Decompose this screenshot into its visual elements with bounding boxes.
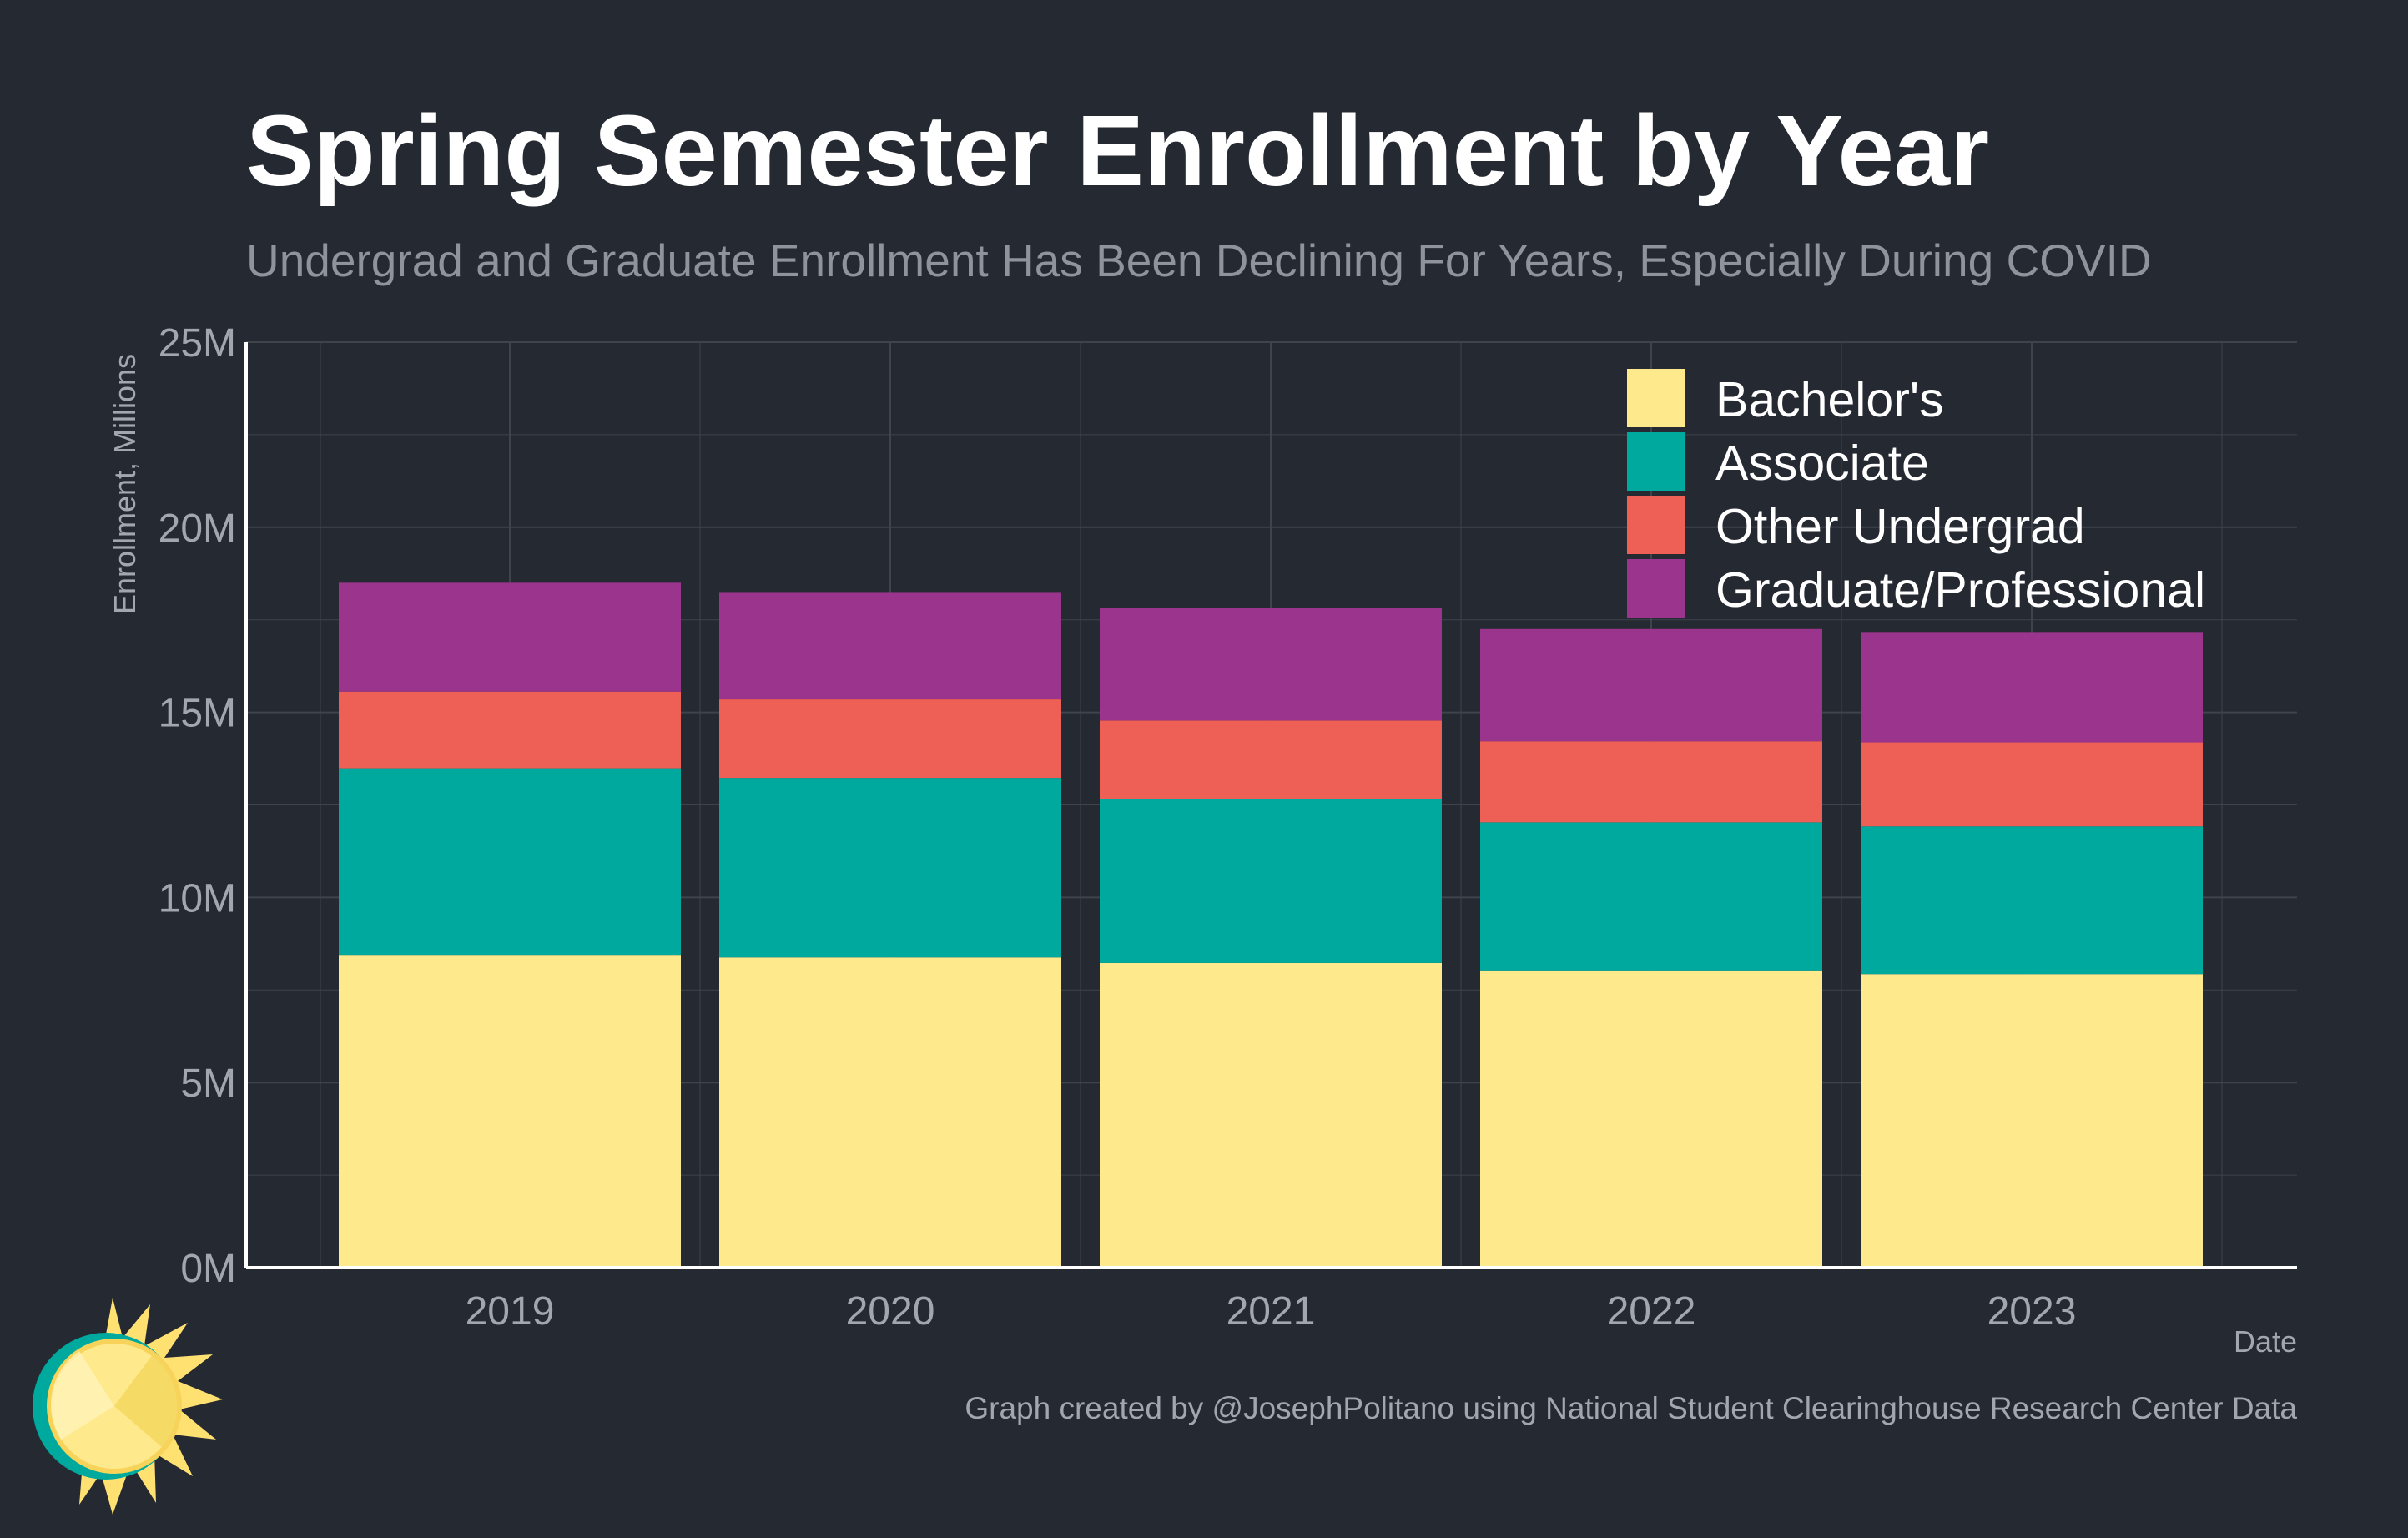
sun-logo-icon xyxy=(33,1298,223,1515)
bar-segment-graduate-professional-2019 xyxy=(339,582,681,692)
source-caption: Graph created by @JosephPolitano using N… xyxy=(965,1391,2297,1425)
chart-title: Spring Semester Enrollment by Year xyxy=(246,93,1989,207)
bar-segment-graduate-professional-2021 xyxy=(1100,608,1442,721)
tick-labels: 0M 5M 10M 15M 20M 25M 2019 2020 2021 2022 2023 xyxy=(159,321,2077,1334)
x-tick-label: 2023 xyxy=(1987,1289,2077,1334)
legend-swatch xyxy=(1627,369,1685,427)
y-tick-label: 5M xyxy=(180,1061,236,1106)
bar-segment-associate-2022 xyxy=(1480,822,1822,971)
legend-swatch xyxy=(1627,432,1685,491)
bar-segment-graduate-professional-2023 xyxy=(1861,632,2203,743)
bar-segment-associate-2021 xyxy=(1100,799,1442,963)
y-tick-label: 10M xyxy=(159,876,236,920)
y-axis-label: Enrollment, Millions xyxy=(108,354,142,614)
bar-segment-bachelor-s-2022 xyxy=(1480,970,1822,1268)
x-tick-label: 2020 xyxy=(846,1289,935,1334)
bar-segment-bachelor-s-2020 xyxy=(719,957,1061,1268)
y-tick-label: 20M xyxy=(159,507,236,551)
legend-swatch xyxy=(1627,559,1685,618)
chart-subtitle: Undergrad and Graduate Enrollment Has Be… xyxy=(246,234,2152,286)
bar-segment-graduate-professional-2020 xyxy=(719,592,1061,700)
bars xyxy=(339,582,2203,1268)
y-tick-label: 25M xyxy=(159,321,236,366)
axes xyxy=(244,342,2297,1269)
bar-segment-graduate-professional-2022 xyxy=(1480,628,1822,742)
bar-segment-bachelor-s-2023 xyxy=(1861,974,2203,1268)
sun-clock-hand xyxy=(50,1351,114,1440)
x-axis-label: Date xyxy=(2234,1324,2297,1359)
legend-label: Graduate/Professional xyxy=(1715,562,2205,618)
legend-label: Bachelor's xyxy=(1715,372,1944,427)
bar-segment-associate-2020 xyxy=(719,778,1061,958)
bar-segment-associate-2023 xyxy=(1861,826,2203,975)
legend-label: Associate xyxy=(1715,436,1929,491)
bar-segment-other-undergrad-2022 xyxy=(1480,741,1822,823)
bar-segment-other-undergrad-2019 xyxy=(339,691,681,769)
legend-swatch xyxy=(1627,496,1685,554)
sun-clock-shade xyxy=(114,1354,179,1448)
bar-segment-bachelor-s-2019 xyxy=(339,955,681,1268)
y-tick-label: 15M xyxy=(159,692,236,736)
bar-segment-other-undergrad-2020 xyxy=(719,699,1061,779)
x-tick-label: 2019 xyxy=(466,1289,555,1334)
bar-segment-bachelor-s-2021 xyxy=(1100,962,1442,1268)
x-tick-label: 2022 xyxy=(1607,1289,1696,1334)
x-tick-label: 2021 xyxy=(1227,1289,1316,1334)
bar-segment-associate-2019 xyxy=(339,768,681,956)
bar-segment-other-undergrad-2021 xyxy=(1100,720,1442,799)
legend-label: Other Undergrad xyxy=(1715,499,2085,554)
y-tick-label: 0M xyxy=(180,1247,236,1291)
bar-segment-other-undergrad-2023 xyxy=(1861,742,2203,827)
legend: Bachelor's Associate Other Undergrad Gradua… xyxy=(1627,369,2205,618)
